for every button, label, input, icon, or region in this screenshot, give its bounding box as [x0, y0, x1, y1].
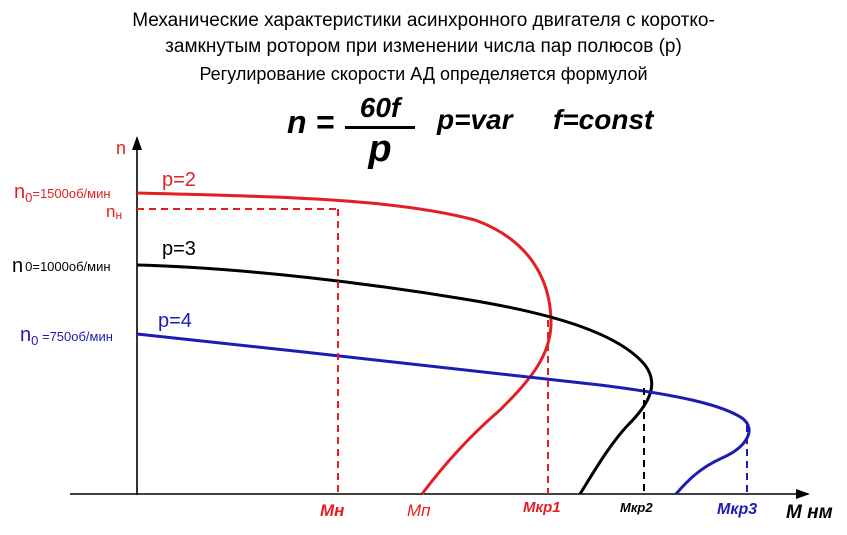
mkr2-label: Мкр2	[620, 500, 653, 515]
y-axis-label: n	[116, 138, 126, 158]
formula-fraction: 60f p	[345, 92, 415, 170]
title-line-1: Механические характеристики асинхронного…	[132, 10, 715, 31]
formula-denominator: p	[368, 128, 392, 170]
mkr1-label: Мкр1	[523, 499, 561, 516]
nn-sub: н	[115, 208, 122, 222]
formula-numerator: 60f	[359, 92, 401, 123]
n0-p3-label: n 0=1000об/мин	[12, 255, 111, 277]
n0-p3-value: =1000об/мин	[32, 259, 110, 274]
fraction-bar	[345, 126, 415, 129]
curve-p2-label: p=2	[162, 169, 196, 191]
mkr3-label: Мкр3	[717, 501, 757, 518]
n0-p4-main: n	[20, 324, 31, 346]
curve-p3	[136, 263, 654, 495]
curve-p4	[136, 332, 751, 495]
n0-p4-label: n0 =750об/мин	[20, 324, 113, 348]
x-axis-label: M нм	[786, 502, 833, 523]
n0-p3-sub: 0	[25, 259, 32, 274]
formula-p-var: p=var	[437, 104, 513, 135]
mn-label: Мн	[320, 501, 344, 520]
curve-p3-label: p=3	[162, 238, 196, 260]
n0-p2-label: n0=1500об/мин	[14, 181, 111, 205]
nn-main: n	[106, 202, 115, 221]
nn-label: nн	[106, 202, 122, 222]
formula-f-const: f=const	[553, 104, 654, 135]
n0-p2-sub: 0	[25, 190, 32, 205]
n0-p2-value: =1500об/мин	[32, 186, 110, 201]
title-line-3: Регулирование скорости АД определяется ф…	[199, 64, 648, 84]
curve-p4-label: p=4	[158, 310, 192, 332]
formula-lhs: n =	[287, 104, 335, 140]
n0-p4-value: =750об/мин	[38, 329, 113, 344]
speed-formula: n = 60f p p=var f=const	[285, 92, 705, 168]
title-line-2: замкнутым ротором при изменении числа па…	[165, 36, 682, 57]
curve-p2	[136, 191, 553, 495]
n0-p3-main: n	[12, 255, 23, 277]
n0-p4-sub: 0	[31, 333, 38, 348]
n0-p2-main: n	[14, 181, 25, 203]
mp-label: Мп	[407, 501, 431, 520]
